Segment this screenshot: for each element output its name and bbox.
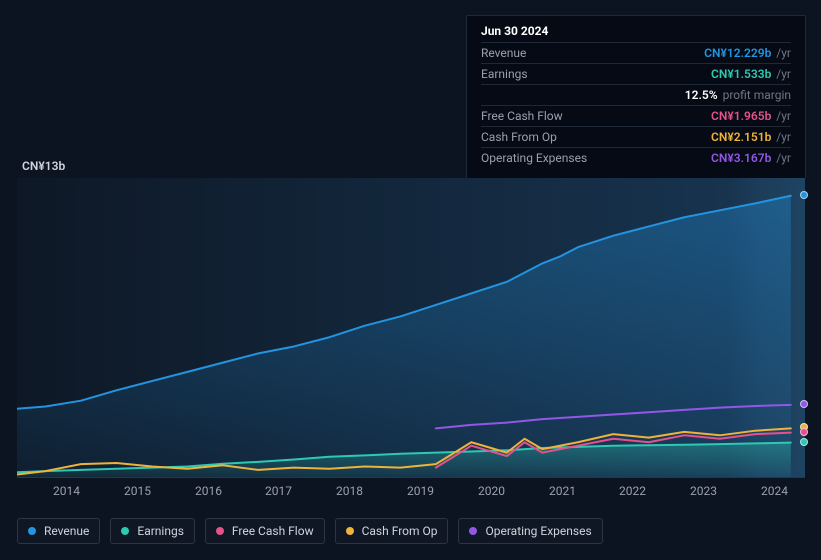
tooltip-row-label: Cash From Op	[481, 130, 557, 144]
legend-item-label: Earnings	[137, 524, 184, 538]
x-axis-tick: 2021	[549, 484, 576, 498]
end-marker-operating_expenses	[800, 400, 808, 408]
tooltip-row-value: CN¥12.229b /yr	[704, 46, 791, 60]
tooltip-row: Free Cash Flow CN¥1.965b /yr	[481, 105, 791, 126]
end-marker-earnings	[800, 438, 808, 446]
x-axis-tick: 2023	[690, 484, 717, 498]
x-axis-tick: 2014	[53, 484, 80, 498]
end-marker-free_cash_flow	[800, 428, 808, 436]
legend-item-earnings[interactable]: Earnings	[110, 518, 195, 544]
tooltip-row-value: CN¥2.151b /yr	[711, 130, 791, 144]
x-axis-tick: 2015	[124, 484, 151, 498]
x-axis-tick: 2017	[265, 484, 292, 498]
x-axis-tick: 2022	[619, 484, 646, 498]
tooltip-row-value: CN¥3.167b /yr	[711, 151, 791, 165]
chart-plot-area[interactable]	[17, 178, 805, 478]
legend-dot-icon	[28, 527, 36, 535]
x-axis-tick: 2019	[407, 484, 434, 498]
chart-svg	[17, 178, 805, 478]
tooltip-row-label: Earnings	[481, 67, 528, 81]
legend-dot-icon	[346, 527, 354, 535]
legend-item-revenue[interactable]: Revenue	[17, 518, 100, 544]
legend-item-cash_from_op[interactable]: Cash From Op	[335, 518, 449, 544]
legend-dot-icon	[121, 527, 129, 535]
legend: Revenue Earnings Free Cash Flow Cash From O…	[17, 518, 603, 544]
x-axis-tick: 2024	[761, 484, 788, 498]
x-axis-tick: 2018	[336, 484, 363, 498]
legend-item-operating_expenses[interactable]: Operating Expenses	[458, 518, 602, 544]
chart-container: Jun 30 2024 Revenue CN¥12.229b /yr Earning…	[0, 0, 821, 560]
x-axis-tick: 2016	[195, 484, 222, 498]
tooltip-row-value: 12.5% profit margin	[685, 88, 791, 102]
legend-dot-icon	[469, 527, 477, 535]
tooltip-rows: Revenue CN¥12.229b /yr Earnings CN¥1.533b /…	[481, 42, 791, 168]
x-axis-tick: 2020	[478, 484, 505, 498]
legend-item-label: Revenue	[44, 524, 89, 538]
legend-item-label: Free Cash Flow	[232, 524, 314, 538]
tooltip-row-label: Revenue	[481, 46, 526, 60]
tooltip-row: Cash From Op CN¥2.151b /yr	[481, 126, 791, 147]
tooltip-row-label: Operating Expenses	[481, 151, 587, 165]
chart-tooltip: Jun 30 2024 Revenue CN¥12.229b /yr Earning…	[466, 15, 806, 179]
end-marker-revenue	[800, 191, 808, 199]
legend-item-label: Operating Expenses	[485, 524, 591, 538]
legend-dot-icon	[216, 527, 224, 535]
x-axis: 2014 2015 2016 2017 2018 2019 2020 2021 2022 2023…	[17, 484, 805, 500]
y-axis-max-label: CN¥13b	[22, 159, 65, 173]
tooltip-row-value: CN¥1.533b /yr	[711, 67, 791, 81]
legend-item-label: Cash From Op	[362, 524, 438, 538]
legend-item-free_cash_flow[interactable]: Free Cash Flow	[205, 518, 325, 544]
tooltip-row: 12.5% profit margin	[481, 84, 791, 105]
tooltip-row: Revenue CN¥12.229b /yr	[481, 42, 791, 63]
tooltip-row: Operating Expenses CN¥3.167b /yr	[481, 147, 791, 168]
tooltip-row: Earnings CN¥1.533b /yr	[481, 63, 791, 84]
tooltip-date: Jun 30 2024	[481, 24, 791, 42]
tooltip-row-value: CN¥1.965b /yr	[711, 109, 791, 123]
tooltip-row-label: Free Cash Flow	[481, 109, 563, 123]
